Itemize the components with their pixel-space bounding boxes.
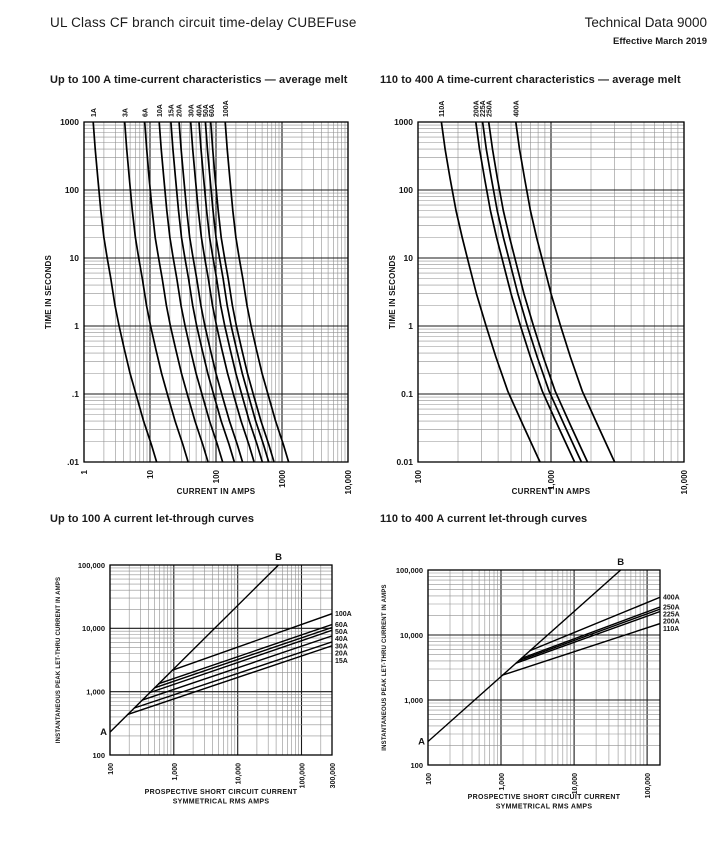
- svg-text:100: 100: [108, 763, 115, 775]
- document-number: Technical Data 9000: [584, 15, 707, 30]
- svg-text:100: 100: [92, 751, 105, 760]
- svg-text:10,000: 10,000: [344, 469, 353, 494]
- svg-text:100,000: 100,000: [300, 763, 307, 788]
- time-current-chart-up-to-100A: 1 10 100 1000 10,000 1000 100 10 1 .1 .01 1A 3A 6A 10A…: [44, 100, 353, 496]
- svg-text:100: 100: [65, 185, 79, 195]
- svg-text:20A: 20A: [177, 104, 184, 117]
- svg-text:1000: 1000: [394, 117, 413, 127]
- effective-date: Effective March 2019: [613, 36, 707, 47]
- let-through-chart-up-to-100A: 100 1,000 10,000 100,000 300,000 100,000 10,00…: [56, 552, 352, 806]
- chart-title-letthrough-large: 110 to 400 A current let-through curves: [380, 513, 588, 525]
- svg-text:300,000: 300,000: [330, 763, 337, 788]
- svg-text:1000: 1000: [278, 469, 287, 487]
- svg-text:250A: 250A: [663, 604, 680, 611]
- svg-text:50A: 50A: [203, 104, 210, 117]
- svg-text:100: 100: [410, 761, 423, 770]
- svg-text:100,000: 100,000: [396, 566, 423, 575]
- svg-text:3A: 3A: [122, 108, 129, 117]
- svg-text:SYMMETRICAL RMS AMPS: SYMMETRICAL RMS AMPS: [173, 799, 270, 806]
- page-title: UL Class CF branch circuit time-delay CU…: [50, 15, 357, 30]
- svg-text:CURRENT IN AMPS: CURRENT IN AMPS: [512, 487, 591, 496]
- svg-text:10,000: 10,000: [82, 624, 105, 633]
- svg-text:10: 10: [70, 253, 80, 263]
- svg-text:TIME IN SECONDS: TIME IN SECONDS: [388, 254, 397, 329]
- svg-text:225A: 225A: [480, 100, 487, 117]
- svg-text:1: 1: [80, 469, 89, 474]
- svg-text:INSTANTANEOUS PEAK LET-THRU CU: INSTANTANEOUS PEAK LET-THRU CURRENT IN A…: [382, 584, 388, 751]
- svg-text:TIME IN SECONDS: TIME IN SECONDS: [44, 254, 53, 329]
- svg-text:100: 100: [212, 469, 221, 483]
- svg-text:40A: 40A: [335, 636, 348, 643]
- svg-text:1: 1: [408, 321, 413, 331]
- svg-text:1,000: 1,000: [404, 696, 423, 705]
- chart-title-tcc-small: Up to 100 A time-current characteristics…: [50, 74, 348, 86]
- svg-text:200A: 200A: [663, 619, 680, 626]
- svg-text:15A: 15A: [335, 658, 348, 665]
- svg-text:1,000: 1,000: [499, 773, 506, 791]
- svg-text:400A: 400A: [663, 595, 680, 602]
- svg-text:50A: 50A: [335, 629, 348, 636]
- svg-text:A: A: [100, 727, 107, 738]
- svg-text:100,000: 100,000: [78, 561, 105, 570]
- svg-text:225A: 225A: [663, 612, 680, 619]
- svg-text:100: 100: [414, 469, 423, 483]
- svg-text:10A: 10A: [157, 104, 164, 117]
- svg-text:1A: 1A: [91, 108, 98, 117]
- svg-text:40A: 40A: [197, 104, 204, 117]
- svg-text:10,000: 10,000: [236, 763, 243, 785]
- svg-text:6A: 6A: [142, 108, 149, 117]
- svg-text:15A: 15A: [169, 104, 176, 117]
- svg-text:1: 1: [74, 321, 79, 331]
- chart-title-tcc-large: 110 to 400 A time-current characteristic…: [380, 74, 681, 86]
- svg-text:INSTANTANEOUS PEAK LET-THRU CU: INSTANTANEOUS PEAK LET-THRU CURRENT IN A…: [56, 577, 62, 744]
- svg-text:10,000: 10,000: [572, 773, 579, 795]
- svg-text:400A: 400A: [513, 100, 520, 117]
- svg-text:0.01: 0.01: [396, 457, 413, 467]
- svg-text:1,000: 1,000: [172, 763, 179, 781]
- chart-title-letthrough-small: Up to 100 A current let-through curves: [50, 513, 255, 525]
- svg-text:100: 100: [399, 185, 413, 195]
- svg-text:CURRENT IN AMPS: CURRENT IN AMPS: [177, 487, 256, 496]
- svg-text:200A: 200A: [473, 100, 480, 117]
- svg-text:PROSPECTIVE SHORT CIRCUIT CURR: PROSPECTIVE SHORT CIRCUIT CURRENT: [468, 794, 621, 801]
- svg-text:10,000: 10,000: [400, 631, 423, 640]
- svg-text:10: 10: [404, 253, 414, 263]
- svg-text:100A: 100A: [335, 611, 352, 618]
- svg-text:10,000: 10,000: [680, 469, 689, 494]
- svg-text:10: 10: [146, 469, 155, 478]
- svg-text:30A: 30A: [188, 104, 195, 117]
- svg-text:1,000: 1,000: [547, 469, 556, 490]
- svg-text:PROSPECTIVE SHORT CIRCUIT CURR: PROSPECTIVE SHORT CIRCUIT CURRENT: [145, 789, 298, 796]
- svg-text:.1: .1: [72, 389, 79, 399]
- svg-text:B: B: [617, 557, 624, 568]
- svg-text:100,000: 100,000: [645, 773, 652, 798]
- svg-text:20A: 20A: [335, 651, 348, 658]
- svg-text:60A: 60A: [209, 104, 216, 117]
- svg-text:30A: 30A: [335, 643, 348, 650]
- svg-text:1000: 1000: [60, 117, 79, 127]
- svg-text:.01: .01: [67, 457, 79, 467]
- svg-text:0.1: 0.1: [401, 389, 413, 399]
- let-through-chart-110-400A: 100 1,000 10,000 100,000 100,000 10,000 1,000 1…: [382, 557, 680, 811]
- svg-text:100: 100: [426, 773, 433, 785]
- svg-text:SYMMETRICAL RMS AMPS: SYMMETRICAL RMS AMPS: [496, 804, 593, 811]
- svg-text:B: B: [275, 552, 282, 563]
- svg-text:110A: 110A: [663, 626, 679, 633]
- svg-text:60A: 60A: [335, 622, 348, 629]
- svg-text:110A: 110A: [439, 101, 446, 117]
- svg-text:100A: 100A: [223, 100, 230, 117]
- svg-text:250A: 250A: [486, 100, 493, 117]
- svg-text:1,000: 1,000: [86, 688, 105, 697]
- svg-text:A: A: [418, 737, 425, 748]
